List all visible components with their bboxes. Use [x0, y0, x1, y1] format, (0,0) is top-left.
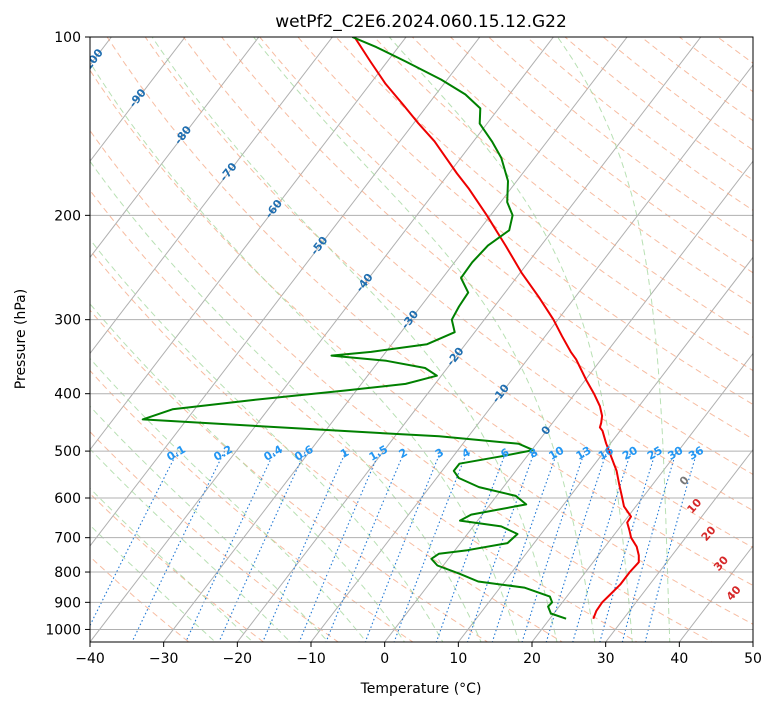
y-tick-label: 1000	[45, 622, 81, 638]
dry-adiabat-line	[335, 37, 753, 372]
x-tick-label: 50	[744, 651, 762, 667]
y-tick-label: 900	[54, 595, 81, 611]
isotherm-line	[90, 37, 334, 355]
x-tick-label: 10	[449, 651, 467, 667]
y-tick-label: 700	[54, 531, 81, 547]
moist-adiabat-line	[90, 405, 329, 642]
x-tick-label: 20	[523, 651, 541, 667]
y-tick-label: 500	[54, 444, 81, 460]
moist-adiabat-line	[90, 160, 482, 642]
isotherm-line	[236, 37, 702, 642]
isotherm-line	[90, 37, 260, 259]
moist-adiabat-line	[388, 37, 633, 642]
moist-adiabat-line	[90, 487, 254, 642]
isotherm-line	[310, 64, 753, 642]
y-tick-label: 300	[54, 313, 81, 329]
isotherm-line	[90, 37, 407, 451]
x-tick-label: −40	[75, 651, 105, 667]
x-tick-label: −10	[296, 651, 326, 667]
x-tick-label: 0	[380, 651, 389, 667]
x-tick-label: 30	[597, 651, 615, 667]
moist-adiabat-line	[252, 37, 596, 642]
background-lines	[90, 37, 753, 642]
isotherm-line	[90, 37, 481, 547]
moist-adiabat-line	[90, 448, 292, 642]
y-tick-label: 200	[54, 208, 81, 224]
isotherm-line	[384, 160, 753, 642]
y-axis-label: Pressure (hPa)	[13, 289, 29, 389]
profile-lines	[141, 37, 640, 620]
moist-adiabat-line	[90, 357, 367, 642]
y-tick-label: 600	[54, 491, 81, 507]
isotherm-line	[457, 256, 753, 642]
x-tick-label: 40	[670, 651, 688, 667]
dry-adiabat-line	[373, 37, 753, 338]
axis-ticks: −40 −30 −20 −10 0 10 20 30 40 50 100 200 300 400 500 60…	[45, 30, 762, 667]
isotherm-line	[90, 37, 186, 162]
x-tick-label: −20	[223, 651, 253, 667]
dry-adiabat-line	[221, 37, 753, 475]
isotherm-line	[678, 545, 753, 642]
plot-frame	[89, 36, 754, 643]
moist-adiabat-line	[90, 524, 216, 642]
isotherm-line	[531, 352, 753, 642]
isotherm-line	[605, 448, 753, 642]
y-tick-label: 800	[54, 565, 81, 581]
y-tick-label: 400	[54, 387, 81, 403]
moist-adiabat-line	[90, 61, 520, 642]
temperature-profile-line	[353, 37, 640, 620]
isotherm-line	[163, 37, 628, 642]
chart-title: wetPf2_C2E6.2024.060.15.12.G22	[275, 12, 567, 32]
moist-adiabat-line	[90, 303, 406, 642]
y-tick-label: 100	[54, 30, 81, 46]
x-axis-label: Temperature (°C)	[360, 681, 482, 697]
x-tick-label: −30	[149, 651, 179, 667]
dewpoint-profile-line	[141, 37, 567, 620]
moist-adiabat-line	[556, 37, 671, 642]
moist-adiabat-line	[90, 238, 444, 642]
